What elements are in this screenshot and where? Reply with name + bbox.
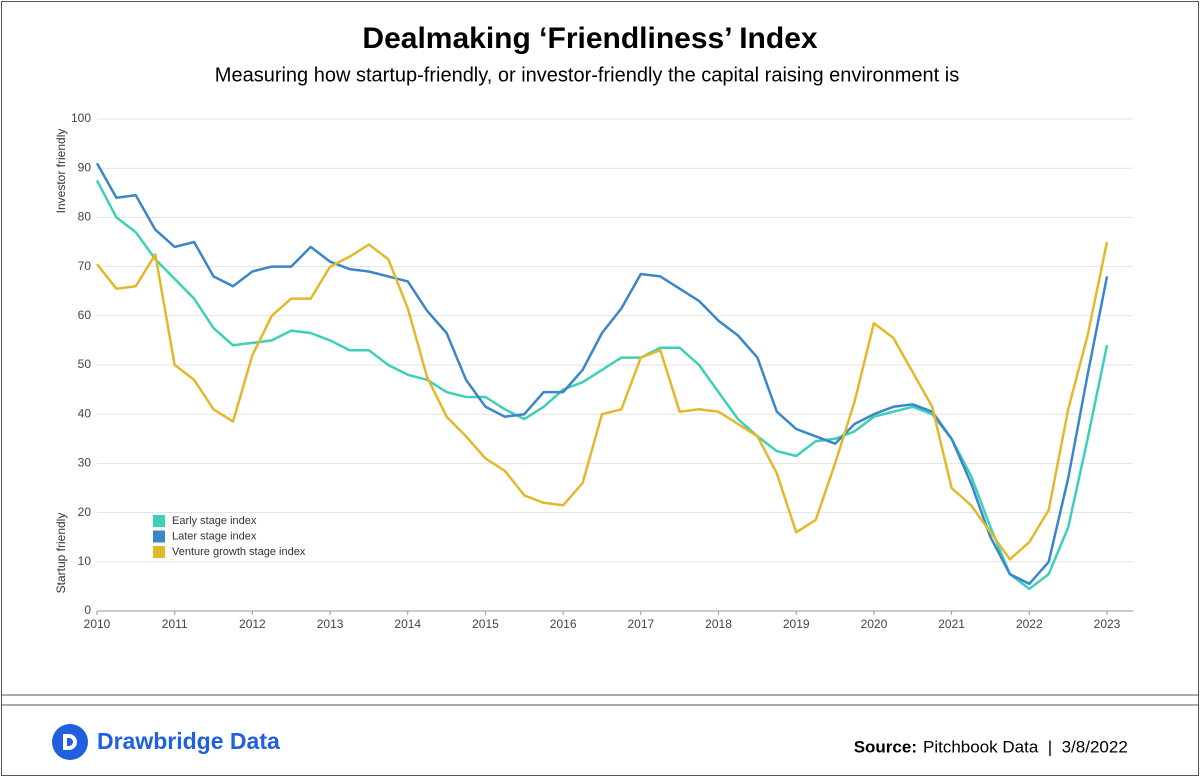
source-label: Source:	[854, 737, 917, 756]
chart-title: Dealmaking ‘Friendliness’ Index	[362, 22, 817, 55]
y-tick-label: 100	[71, 111, 91, 125]
y-tick-label: 40	[78, 406, 92, 420]
y-tick-label: 50	[78, 357, 92, 371]
series-line	[96, 241, 1109, 561]
y-tick-label: 60	[78, 308, 92, 322]
x-tick-label: 2014	[394, 617, 421, 631]
x-tick-label: 2021	[938, 617, 965, 631]
y-axis-label: Investor friendly	[54, 129, 68, 214]
legend-swatch	[153, 530, 165, 543]
x-tick-label: 2015	[472, 617, 499, 631]
legend-label: Venture growth stage index	[172, 546, 306, 558]
logo-glyph	[63, 734, 77, 750]
y-tick-label: 70	[78, 259, 92, 273]
brand: Drawbridge Data	[97, 728, 280, 754]
legend-swatch	[153, 546, 165, 558]
x-tick-label: 2013	[317, 617, 344, 631]
logo	[52, 724, 88, 760]
x-tick-label: 2019	[783, 617, 810, 631]
y-tick-label: 90	[78, 160, 92, 174]
x-tick-label: 2017	[627, 617, 654, 631]
x-tick-label: 2011	[162, 617, 188, 631]
y-tick-label: 20	[78, 505, 92, 519]
y-axis-label: Startup friendly	[54, 513, 68, 594]
x-tick-label: 2016	[550, 617, 577, 631]
x-tick-label: 2022	[1016, 617, 1043, 631]
legend-swatch	[153, 515, 165, 527]
x-tick-label: 2020	[861, 617, 888, 631]
x-tick-label: 2018	[705, 617, 732, 631]
y-tick-label: 80	[78, 210, 92, 224]
series-line	[95, 162, 1109, 586]
y-tick-label: 30	[78, 456, 92, 470]
plot-area: 0 10 20 30 40 50 60 70 80 90 100 2010 2011 2012 2013 20…	[71, 111, 1133, 631]
legend-label: Early stage index	[172, 515, 257, 527]
source-text: Pitchbook Data | 3/8/2022	[923, 737, 1128, 756]
y-tick-label: 0	[84, 603, 91, 617]
chart-subtitle: Measuring how startup-friendly, or inves…	[215, 64, 959, 86]
x-tick-label: 2010	[84, 617, 111, 631]
x-tick-label: 2012	[239, 617, 266, 631]
y-tick-label: 10	[78, 554, 92, 568]
legend-label: Later stage index	[172, 530, 257, 542]
x-tick-label: 2023	[1094, 617, 1121, 631]
